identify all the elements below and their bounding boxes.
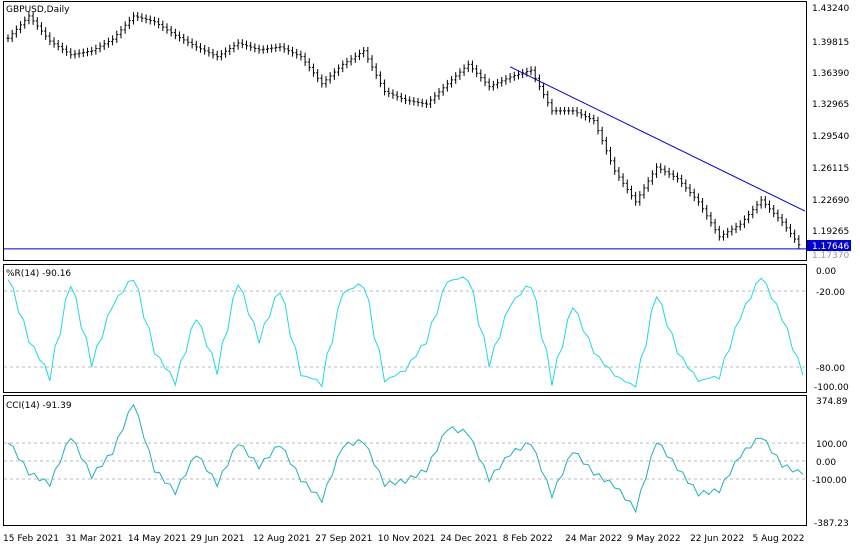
price-tick: 1.19265 — [812, 227, 849, 237]
price-tick: 1.26115 — [812, 164, 849, 174]
price-tick: 1.36390 — [812, 69, 849, 79]
current-price-marker-bg — [807, 240, 851, 251]
wpr-level-label: -80.00 — [816, 364, 845, 374]
x-tick-label: 22 Jun 2022 — [690, 534, 744, 544]
plot-layer — [4, 12, 806, 514]
wpr-title: %R(14) -90.16 — [6, 269, 71, 279]
current-price-label: 1.17646 — [812, 242, 849, 252]
price-tick: 1.39815 — [812, 38, 849, 48]
wpr-level-label: -20.00 — [816, 288, 845, 298]
x-tick-label: 31 Mar 2021 — [65, 534, 122, 544]
x-tick-label: 15 Feb 2021 — [3, 534, 59, 544]
price-tick: 1.32965 — [812, 100, 849, 110]
wpr-panel-frame — [3, 264, 807, 393]
main-panel-frame — [3, 1, 807, 261]
x-tick-label: 10 Nov 2021 — [378, 534, 436, 544]
wpr-line — [7, 276, 804, 388]
trendline — [509, 66, 806, 212]
x-tick-label: 12 Aug 2021 — [253, 534, 311, 544]
x-tick-label: 8 Feb 2022 — [503, 534, 553, 544]
x-tick-label: 9 May 2022 — [628, 534, 681, 544]
cci-level-label: 374.89 — [816, 397, 848, 407]
wpr-level-label: -100.00 — [814, 383, 849, 393]
x-tick-label: 29 Jun 2021 — [190, 534, 244, 544]
wpr-level-label: 0.00 — [816, 267, 836, 277]
price-tick: 1.29540 — [812, 132, 849, 142]
cci-title: CCI(14) -91.39 — [6, 401, 72, 411]
x-tick-label: 24 Mar 2022 — [565, 534, 622, 544]
cci-level-label: 100.00 — [816, 440, 848, 450]
price-tick: 1.43240 — [812, 4, 849, 14]
main-chart-title: GBPUSD,Daily — [6, 5, 70, 15]
price-tick: 1.22690 — [812, 196, 849, 206]
x-tick-label: 27 Sep 2021 — [315, 534, 372, 544]
cci-level-label: -387.23 — [814, 519, 849, 529]
cci-panel-frame — [3, 395, 807, 526]
x-axis-labels: 15 Feb 2021 31 Mar 2021 14 May 2021 29 Jun … — [3, 534, 804, 544]
cci-line — [7, 403, 804, 514]
cci-level-label: -100.00 — [812, 476, 847, 486]
x-tick-label: 14 May 2021 — [128, 534, 187, 544]
bid-price-label: 1.17370 — [812, 251, 849, 261]
x-tick-label: 5 Aug 2022 — [753, 534, 805, 544]
x-tick-label: 24 Dec 2021 — [440, 534, 498, 544]
cci-level-label: 0.00 — [816, 458, 836, 468]
